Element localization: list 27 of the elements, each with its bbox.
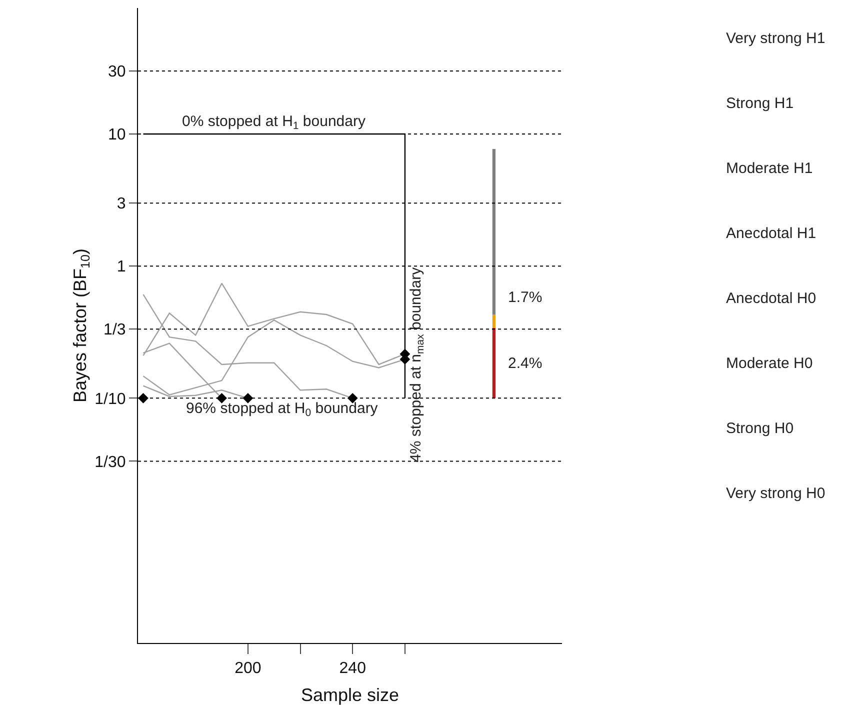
text: Very strong H0 [726, 485, 826, 502]
y-tick-label: 10 [108, 126, 126, 144]
x-axis-title: Sample size [300, 685, 400, 705]
x-tick-label: 200 [234, 660, 262, 678]
text: Anecdotal H0 [726, 290, 816, 307]
x-tick-label: 240 [339, 660, 366, 678]
bar [492, 314, 496, 328]
y-tick-label: 1/30 [94, 454, 126, 471]
bar [492, 328, 496, 398]
y-tick-label: 3 [116, 196, 126, 213]
annotation: 0% stopped at H$_{1}$ boundary [182, 113, 366, 132]
point [138, 392, 148, 404]
bar [492, 149, 496, 314]
text: Moderate H0 [726, 355, 813, 372]
y-tick-label: 30 [108, 64, 126, 81]
y-tick-label: 1/10 [94, 390, 126, 408]
y-tick-label: 1/3 [104, 322, 126, 339]
text: Strong H0 [726, 420, 794, 437]
annotation: 96% stopped at H$_{0}$ boundary [186, 400, 378, 420]
text: Very strong H1 [726, 30, 826, 47]
text: Strong H1 [726, 95, 794, 112]
text: Anecdotal H1 [726, 225, 816, 242]
y-tick-label: 1 [116, 258, 126, 276]
text: Moderate H1 [726, 160, 813, 177]
annotation: 1.7% [508, 289, 542, 306]
point [216, 392, 227, 404]
annotation: 2.4% [508, 355, 542, 372]
